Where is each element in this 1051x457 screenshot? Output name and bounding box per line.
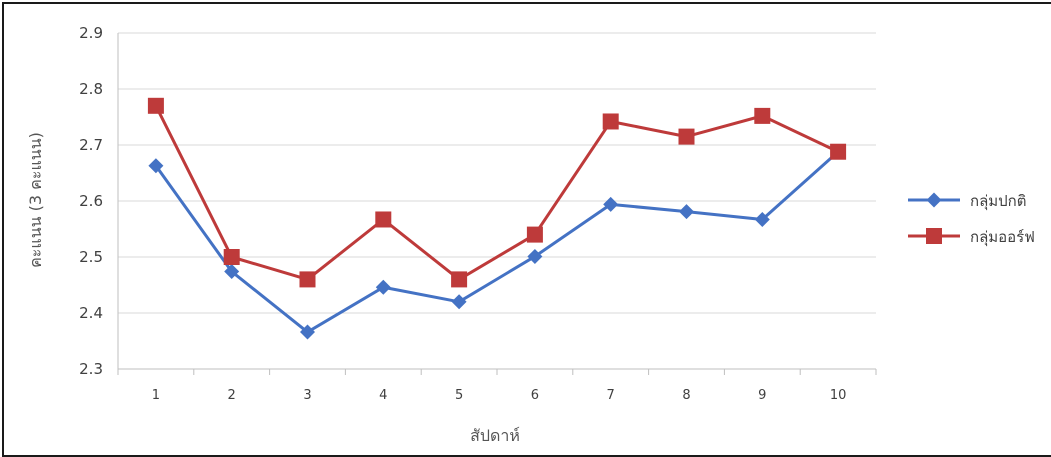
- legend-item: กลุ่มปกติ: [908, 192, 1027, 211]
- x-tick-label: 7: [607, 388, 615, 403]
- x-tick-label: 4: [379, 388, 387, 403]
- legend-marker: [926, 228, 942, 244]
- legend-label: กลุ่มออร์ฟ: [970, 228, 1035, 247]
- data-point: [148, 158, 164, 174]
- data-point: [830, 143, 847, 160]
- x-tick-label: 5: [455, 388, 463, 403]
- legend-item: กลุ่มออร์ฟ: [908, 228, 1035, 247]
- y-tick-label: 2.4: [79, 304, 103, 322]
- y-tick-label: 2.3: [79, 360, 103, 378]
- y-axis-ticks: 2.3 2.4 2.5 2.6 2.7 2.8 2.9: [79, 24, 103, 378]
- legend-marker: [926, 192, 942, 208]
- x-axis-title: สัปดาห์: [470, 426, 520, 445]
- y-tick-label: 2.8: [79, 80, 103, 98]
- data-point: [754, 211, 770, 227]
- x-tick-label: 6: [531, 388, 539, 403]
- series-2: [147, 97, 847, 288]
- data-point: [147, 97, 164, 114]
- data-point: [602, 113, 619, 130]
- x-tick-label: 1: [152, 388, 160, 403]
- data-point: [299, 271, 316, 288]
- data-point: [527, 248, 543, 264]
- data-point: [300, 324, 315, 340]
- data-point: [603, 196, 619, 212]
- series-line: [154, 105, 839, 281]
- y-tick-label: 2.9: [79, 24, 103, 42]
- data-point: [223, 249, 240, 265]
- x-tick-label: 9: [758, 388, 766, 403]
- legend-label: กลุ่มปกติ: [970, 192, 1027, 211]
- data-point: [375, 211, 392, 228]
- series-layer: [147, 97, 847, 340]
- data-point: [224, 264, 240, 280]
- series-line: [154, 150, 840, 334]
- y-tick-label: 2.7: [79, 136, 103, 154]
- data-point: [375, 279, 391, 295]
- data-point: [451, 271, 468, 288]
- series-1: [148, 144, 846, 340]
- x-tick-label: 2: [228, 388, 236, 403]
- data-point: [679, 204, 694, 220]
- data-point: [526, 226, 543, 243]
- y-tick-label: 2.5: [79, 248, 103, 266]
- x-tick-label: 8: [682, 388, 690, 403]
- data-point: [754, 107, 771, 124]
- data-point: [678, 128, 695, 145]
- y-tick-label: 2.6: [79, 192, 103, 210]
- y-axis-title: คะแนน (3 คะแนน): [26, 132, 45, 268]
- data-point: [451, 294, 467, 310]
- x-tick-label: 3: [303, 388, 311, 403]
- x-axis-ticks: 1 2 3 4 5 6 7 8 9 10: [117, 369, 877, 403]
- legend: กลุ่มปกติกลุ่มออร์ฟ: [908, 192, 1035, 247]
- x-tick-label: 10: [830, 388, 847, 403]
